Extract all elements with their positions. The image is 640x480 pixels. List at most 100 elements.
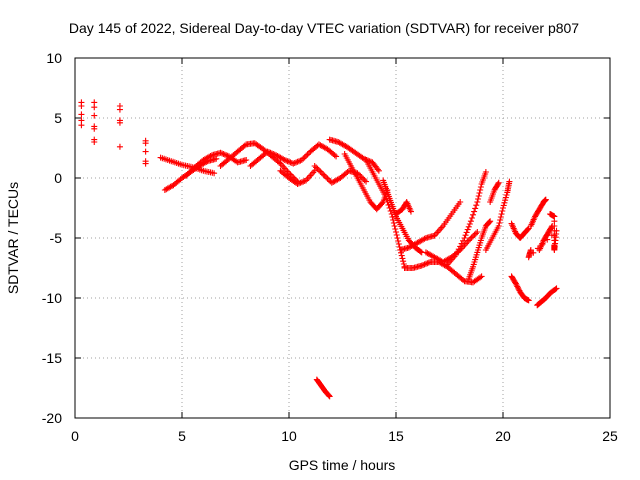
data-point xyxy=(286,158,292,165)
data-point xyxy=(474,229,481,235)
data-point xyxy=(553,227,560,234)
data-point xyxy=(300,178,307,185)
data-point xyxy=(270,151,277,157)
data-point xyxy=(497,214,504,220)
x-tick-label: 10 xyxy=(281,428,297,444)
data-point xyxy=(294,158,301,165)
data-point xyxy=(314,165,321,172)
data-point xyxy=(375,167,382,174)
data-point xyxy=(241,142,248,149)
data-point xyxy=(295,158,302,165)
data-point xyxy=(142,148,149,155)
data-point xyxy=(281,157,288,163)
data-point xyxy=(379,200,386,207)
data-point xyxy=(514,284,521,291)
data-point xyxy=(91,112,98,119)
data-point xyxy=(360,175,367,182)
data-point xyxy=(325,392,332,399)
series-arc-C xyxy=(183,149,250,179)
data-point xyxy=(389,214,396,220)
data-point xyxy=(311,163,318,169)
data-point xyxy=(548,232,555,239)
x-tick-label: 25 xyxy=(602,428,618,444)
y-axis-label: SDTVAR / TECUs xyxy=(5,182,21,294)
data-point xyxy=(502,194,509,201)
data-point xyxy=(361,177,368,184)
data-point xyxy=(304,151,311,158)
data-points xyxy=(78,99,560,400)
data-point xyxy=(326,393,333,400)
data-point xyxy=(539,241,546,247)
data-point xyxy=(553,285,560,292)
data-point xyxy=(458,240,465,247)
data-point xyxy=(503,192,510,198)
data-point xyxy=(534,245,541,252)
data-point xyxy=(223,152,230,159)
data-point xyxy=(318,170,325,176)
data-point xyxy=(399,255,406,262)
data-point xyxy=(487,218,494,225)
y-tick-label: -10 xyxy=(42,290,62,306)
data-point xyxy=(142,140,149,147)
data-point xyxy=(91,104,98,111)
data-point xyxy=(420,262,427,268)
data-point xyxy=(218,150,225,157)
series-arc-R xyxy=(465,218,494,282)
data-point xyxy=(290,160,297,167)
data-point xyxy=(321,172,328,179)
data-point xyxy=(512,279,519,286)
data-point xyxy=(395,238,402,244)
data-point xyxy=(524,226,531,233)
y-tick-label: -20 xyxy=(42,410,62,426)
series-arc-Q xyxy=(444,169,489,268)
data-point xyxy=(295,180,302,187)
data-point xyxy=(525,297,532,304)
data-point xyxy=(512,280,519,287)
data-point xyxy=(502,197,509,204)
data-point xyxy=(324,175,331,182)
data-point xyxy=(462,232,469,239)
data-point xyxy=(331,152,338,159)
data-point xyxy=(78,111,85,118)
data-point xyxy=(358,174,365,181)
data-point xyxy=(116,143,123,150)
data-point xyxy=(496,220,503,226)
data-point xyxy=(393,232,400,238)
data-point xyxy=(276,159,283,166)
data-point xyxy=(470,233,477,240)
data-point xyxy=(398,252,405,259)
data-point xyxy=(455,246,462,253)
data-point xyxy=(457,199,464,205)
data-point xyxy=(333,153,340,160)
series-arc-G xyxy=(311,163,370,186)
data-point xyxy=(186,169,193,176)
data-point xyxy=(424,260,431,267)
y-tick-label: -15 xyxy=(42,350,62,366)
data-point xyxy=(468,234,475,241)
data-point xyxy=(472,230,479,237)
data-point xyxy=(284,158,291,165)
data-point xyxy=(501,199,508,206)
data-point xyxy=(498,211,505,217)
x-tick-label: 15 xyxy=(388,428,404,444)
data-point xyxy=(497,217,504,223)
data-point xyxy=(477,274,484,281)
x-tick-label: 20 xyxy=(495,428,511,444)
data-point xyxy=(465,237,472,244)
series-arc-W xyxy=(527,196,549,229)
data-point xyxy=(548,224,555,231)
data-point xyxy=(400,258,407,265)
data-point xyxy=(190,165,197,172)
data-point xyxy=(267,149,274,156)
data-point xyxy=(478,273,485,280)
data-point xyxy=(457,243,464,250)
data-point xyxy=(500,202,507,209)
data-point xyxy=(325,177,332,183)
data-point xyxy=(116,106,123,113)
data-point xyxy=(454,249,461,255)
data-point xyxy=(116,119,123,126)
data-point xyxy=(300,155,307,162)
data-point xyxy=(211,170,218,177)
data-point xyxy=(418,262,425,269)
